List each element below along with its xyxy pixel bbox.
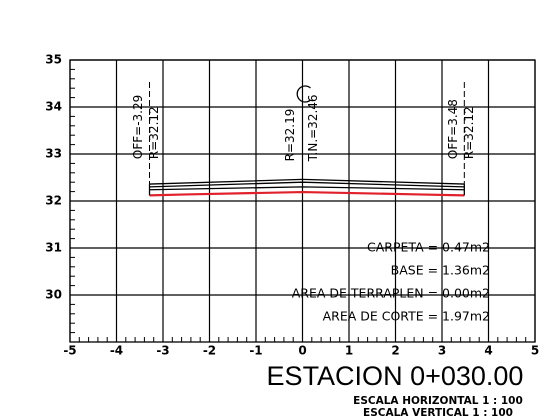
area-label: AREA DE TERRAPLEN = 0.00m2: [292, 286, 490, 301]
offset-label: R=32.12: [147, 106, 161, 159]
subtitle: ESCALA VERTICAL 1 : 100: [363, 407, 513, 416]
x-tick-label: 0: [298, 344, 306, 358]
profile-line: [149, 190, 465, 197]
y-tick-label: 31: [45, 241, 62, 255]
x-tick-label: 5: [531, 344, 539, 358]
x-tick-label: -5: [63, 344, 76, 358]
area-label: CARPETA = 0.47m2: [367, 240, 490, 255]
x-tick-label: -3: [156, 344, 169, 358]
area-label: BASE = 1.36m2: [391, 263, 490, 278]
x-tick-label: 1: [345, 344, 353, 358]
offset-label: OFF=-3.29: [131, 95, 145, 159]
y-tick-label: 34: [45, 100, 62, 114]
x-tick-label: 2: [391, 344, 399, 358]
offset-label: T.N.=32.46: [306, 94, 320, 162]
x-tick-label: -2: [203, 344, 216, 358]
offset-label: R=32.19: [283, 109, 297, 162]
y-tick-label: 30: [45, 288, 62, 302]
centerline-symbol: [296, 85, 311, 103]
chart-title: ESTACION 0+030.00: [267, 361, 524, 391]
y-tick-label: 35: [45, 53, 62, 67]
x-tick-label: 4: [484, 344, 492, 358]
offset-label: OFF=3.48: [446, 99, 460, 159]
x-tick-label: 3: [438, 344, 446, 358]
profile-line: [149, 178, 465, 185]
subtitle: ESCALA HORIZONTAL 1 : 100: [353, 395, 523, 407]
profile-line: [149, 186, 465, 191]
x-tick-label: -4: [110, 344, 123, 358]
x-tick-label: -1: [249, 344, 262, 358]
area-label: AREA DE CORTE = 1.97m2: [323, 309, 490, 324]
profile-line: [149, 181, 465, 188]
offset-label: R=32.12: [462, 106, 476, 159]
y-tick-label: 33: [45, 147, 62, 161]
y-tick-label: 32: [45, 194, 62, 208]
